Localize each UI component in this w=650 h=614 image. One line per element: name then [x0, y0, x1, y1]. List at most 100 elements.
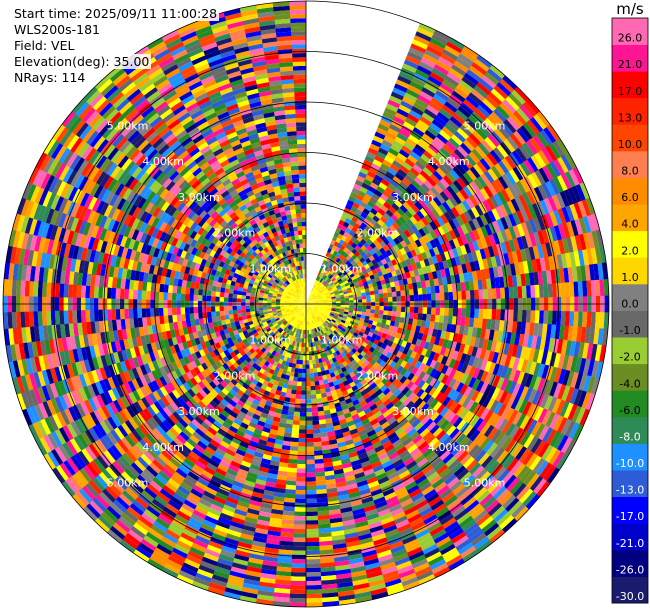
velocity-gate	[297, 455, 306, 460]
velocity-gate	[286, 419, 293, 424]
velocity-gate	[399, 317, 404, 323]
velocity-gate	[427, 294, 432, 301]
velocity-gate	[315, 472, 325, 477]
velocity-gate	[289, 594, 306, 599]
velocity-gate	[379, 306, 384, 310]
velocity-gate	[387, 287, 392, 292]
velocity-gate	[296, 481, 306, 486]
velocity-gate	[312, 412, 319, 417]
velocity-gate	[314, 377, 319, 382]
velocity-gate	[291, 437, 299, 442]
velocity-gate	[294, 520, 306, 525]
velocity-gate	[294, 516, 306, 521]
velocity-gate	[306, 408, 312, 412]
velocity-gate	[500, 309, 505, 320]
velocity-gate	[466, 290, 471, 299]
velocity-gate	[295, 490, 306, 495]
velocity-gate	[314, 381, 319, 386]
velocity-gate	[435, 315, 440, 323]
velocity-gate	[569, 282, 574, 297]
velocity-gate	[345, 305, 349, 308]
velocity-gate	[295, 503, 306, 508]
velocity-gate	[300, 399, 306, 403]
velocity-gate	[291, 568, 306, 573]
velocity-gate	[295, 494, 306, 499]
velocity-gate	[312, 420, 319, 425]
velocity-gate	[426, 314, 431, 321]
velocity-gate	[297, 377, 302, 382]
velocity-gate	[405, 295, 410, 301]
velocity-gate	[306, 403, 312, 407]
velocity-gate	[303, 360, 306, 364]
velocity-gate	[306, 581, 322, 586]
velocity-gate	[306, 464, 315, 469]
velocity-gate	[422, 287, 427, 294]
velocity-gate	[392, 292, 397, 297]
velocity-gate	[299, 429, 306, 434]
velocity-gate	[435, 293, 440, 301]
velocity-gate	[316, 489, 327, 494]
velocity-gate	[509, 310, 514, 322]
velocity-gate	[291, 389, 297, 394]
velocity-gate	[306, 386, 311, 390]
velocity-gate	[543, 311, 548, 325]
velocity-gate	[353, 305, 357, 308]
velocity-gate	[395, 316, 400, 322]
velocity-gate	[370, 294, 375, 298]
velocity-gate	[522, 286, 527, 299]
velocity-gate	[298, 373, 302, 378]
velocity-gate	[383, 310, 388, 315]
velocity-gate	[302, 369, 306, 373]
velocity-gate	[313, 368, 317, 373]
velocity-gate	[293, 377, 298, 382]
velocity-gate	[311, 394, 317, 399]
velocity-gate	[306, 442, 314, 447]
velocity-gate	[444, 292, 449, 300]
velocity-gate	[306, 416, 313, 421]
velocity-gate	[290, 585, 306, 590]
velocity-gate	[470, 290, 475, 300]
velocity-gate	[396, 291, 401, 297]
velocity-gate	[315, 467, 325, 472]
velocity-gate	[306, 498, 317, 503]
velocity-gate	[295, 399, 301, 404]
velocity-gate	[315, 476, 325, 481]
velocity-gate	[548, 284, 553, 298]
velocity-gate	[293, 416, 300, 421]
velocity-gate	[306, 550, 320, 555]
velocity-gate	[573, 311, 578, 326]
velocity-gate	[286, 476, 296, 481]
velocity-gate	[289, 598, 306, 603]
velocity-gate	[317, 402, 323, 407]
velocity-gate	[444, 308, 449, 316]
velocity-gate	[391, 316, 396, 322]
velocity-gate	[336, 301, 340, 303]
velocity-gate	[306, 555, 320, 560]
velocity-gate	[409, 289, 414, 295]
velocity-gate	[306, 542, 320, 547]
velocity-gate	[303, 352, 306, 356]
velocity-gate	[414, 307, 419, 313]
velocity-gate	[302, 365, 306, 369]
velocity-gate	[560, 311, 565, 326]
velocity-gate	[316, 394, 322, 399]
velocity-gate	[306, 395, 311, 399]
velocity-gate	[314, 446, 322, 451]
velocity-gate	[293, 533, 306, 538]
velocity-gate	[358, 305, 362, 308]
velocity-gate	[384, 306, 389, 311]
velocity-gate	[401, 296, 406, 302]
velocity-gate	[479, 289, 484, 299]
velocity-gate	[296, 473, 306, 478]
velocity-gate	[310, 381, 315, 386]
velocity-gate	[535, 310, 540, 323]
velocity-gate	[292, 550, 306, 555]
velocity-gate	[487, 309, 492, 320]
velocity-gate	[443, 284, 448, 292]
velocity-gate	[288, 459, 297, 464]
velocity-gate	[435, 308, 440, 316]
velocity-gate	[316, 485, 327, 490]
velocity-gate	[303, 356, 306, 360]
velocity-gate	[300, 403, 306, 407]
velocity-gate	[306, 455, 315, 460]
